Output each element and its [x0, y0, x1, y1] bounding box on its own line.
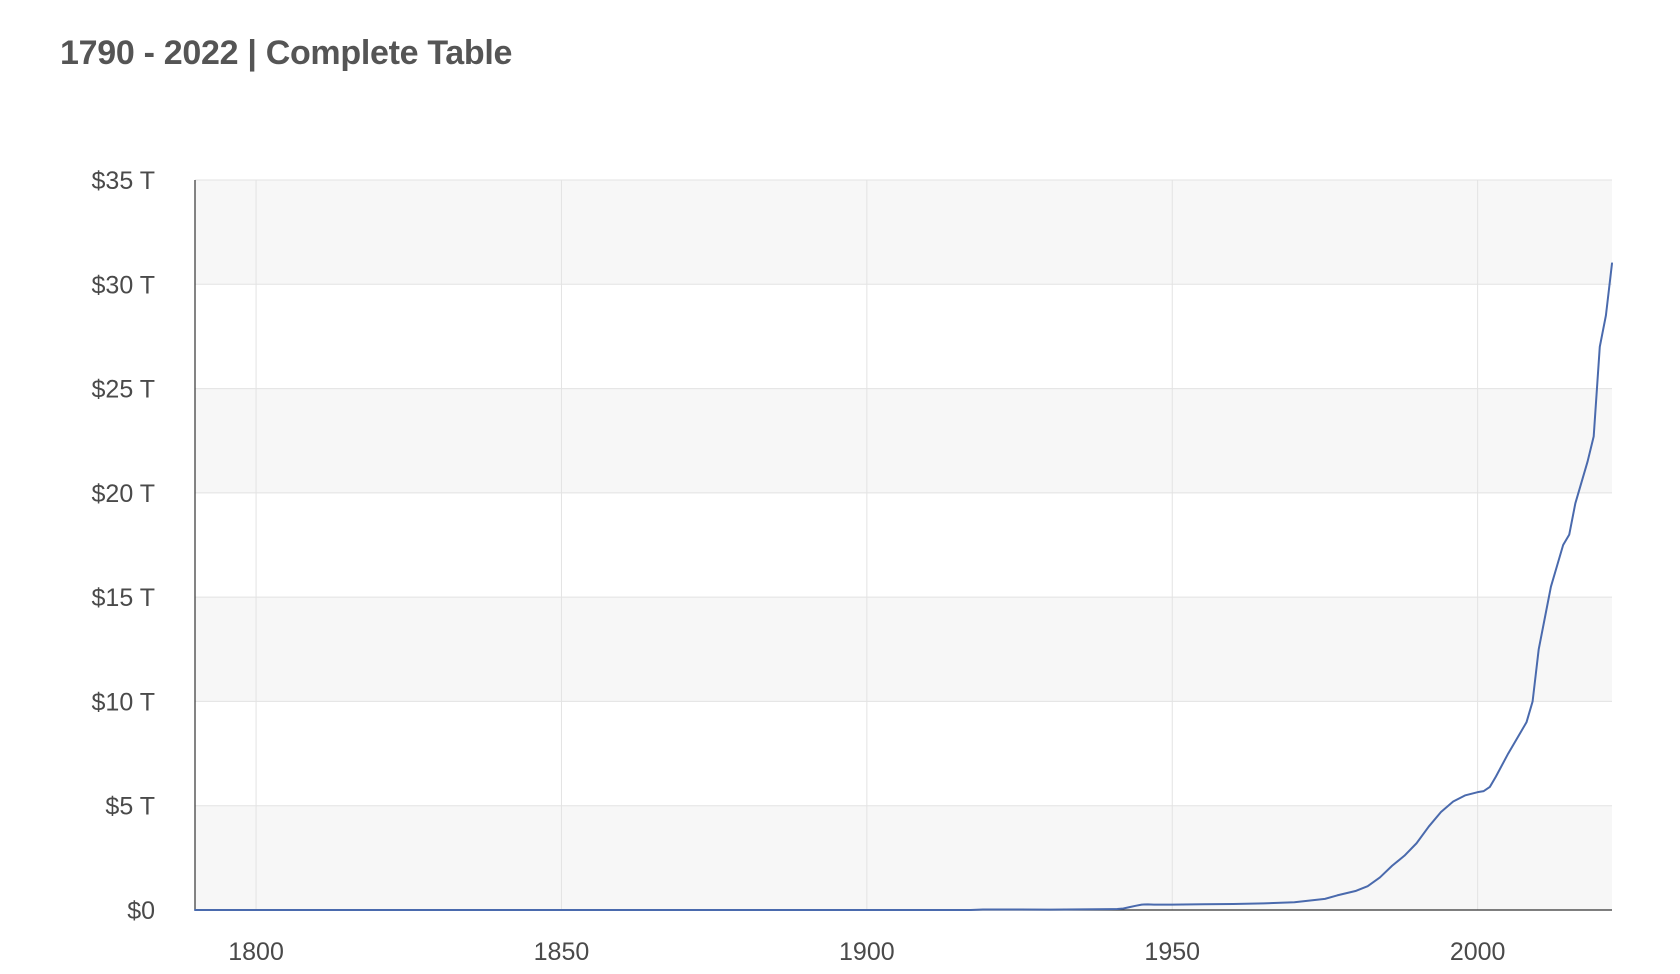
- y-tick-label: $35 T: [92, 167, 155, 195]
- x-tick-label: 1800: [228, 938, 284, 966]
- gridlines: [195, 179, 1612, 911]
- series-line: [194, 262, 1613, 911]
- background-band: [195, 284, 1612, 389]
- y-tick-label: $15 T: [92, 584, 155, 612]
- series-group: [194, 262, 1613, 911]
- y-tick-label: $5 T: [105, 793, 155, 821]
- x-axis-ticks: 1800 1850 1900 1950 2000: [228, 938, 1505, 966]
- x-tick-label: 2000: [1450, 938, 1506, 966]
- background-band: [195, 805, 1612, 910]
- y-axis-ticks: $0 $5 T $10 T $15 T $20 T $25 T $30 T $35 T: [92, 167, 155, 925]
- x-tick-label: 1850: [534, 938, 590, 966]
- y-tick-label: $20 T: [92, 480, 155, 508]
- background-band: [195, 180, 1612, 285]
- x-tick-label: 1900: [839, 938, 895, 966]
- y-tick-label: $25 T: [92, 376, 155, 404]
- background-band: [195, 701, 1612, 806]
- background-band: [195, 597, 1612, 702]
- y-tick-label: $10 T: [92, 688, 155, 716]
- page-title: 1790 - 2022 | Complete Table: [60, 34, 513, 72]
- background-band: [195, 492, 1612, 598]
- y-tick-label: $30 T: [92, 271, 155, 299]
- background-bands: [195, 180, 1612, 910]
- background-band: [195, 388, 1612, 493]
- y-tick-label: $0: [127, 897, 155, 925]
- x-tick-label: 1950: [1144, 938, 1200, 966]
